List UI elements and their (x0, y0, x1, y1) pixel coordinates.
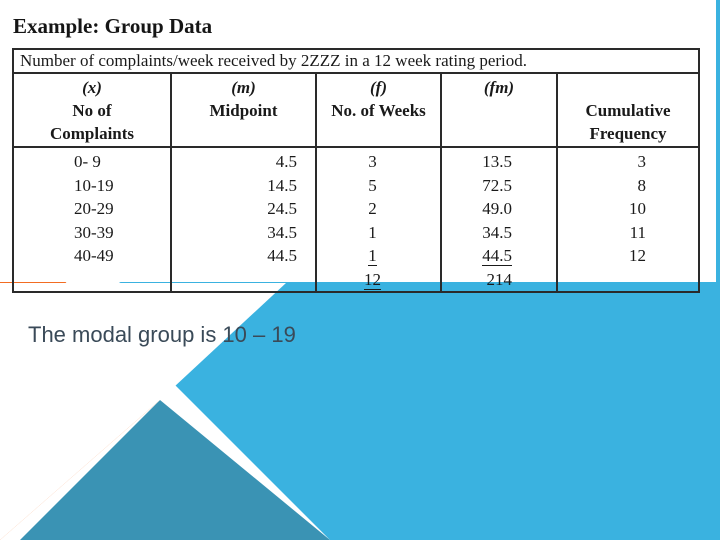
complaints-column: 0- 9 10-19 20-29 30-39 40-49 (12, 146, 172, 293)
table-cell: 34.5 (267, 222, 297, 242)
fm-total: 214 (486, 269, 513, 289)
fm-column: 13.5 72.5 49.0 34.5 44.5 214 (440, 146, 558, 293)
header-weeks: (f) No. of Weeks (315, 72, 442, 148)
table-caption: Number of complaints/week received by 2Z… (12, 48, 700, 74)
table-cell: 20-29 (74, 199, 114, 218)
table-cell: 4.5 (275, 152, 297, 171)
table-cell: 44.5 (267, 246, 297, 265)
table-header-row: (x) No of Complaints (m) Midpoint (f) No… (12, 72, 700, 148)
header-complaints: (x) No of Complaints (12, 72, 172, 148)
header-midpoint: (m) Midpoint (170, 72, 317, 148)
table-cell: 3 (637, 152, 647, 171)
midpoint-column: 4.5 14.5 24.5 34.5 44.5 (170, 146, 317, 293)
table-cell: 12 (629, 246, 646, 265)
group-data-table: Number of complaints/week received by 2Z… (12, 48, 700, 293)
table-body-row: 0- 9 10-19 20-29 30-39 40-49 4.5 14.5 24… (12, 146, 700, 293)
table-cell: 5 (368, 175, 377, 195)
cumulative-column: 3 8 10 11 12 (556, 146, 700, 293)
table-cell: 72.5 (482, 175, 512, 195)
header-fm: (fm) (440, 72, 558, 148)
table-caption-row: Number of complaints/week received by 2Z… (12, 48, 700, 74)
table-cell: 34.5 (482, 222, 512, 242)
table-cell: 2 (368, 199, 377, 218)
table-cell: 11 (629, 222, 646, 242)
table-cell: 44.5 (482, 246, 512, 266)
table-cell: 40-49 (74, 246, 114, 265)
table-cell: 14.5 (267, 175, 297, 195)
modal-group-statement: The modal group is 10 – 19 (28, 322, 296, 347)
table-cell: 1 (368, 246, 377, 266)
table-cell: 8 (637, 175, 647, 195)
table-cell: 24.5 (267, 199, 297, 218)
table-cell: 13.5 (482, 152, 512, 171)
table-cell: 3 (368, 152, 377, 171)
table-cell: 1 (368, 222, 377, 242)
table-cell: 10-19 (74, 175, 114, 195)
group-data-image: Example: Group Data Number of complaints… (12, 14, 700, 293)
weeks-column: 3 5 2 1 1 12 (315, 146, 442, 293)
table-cell: 49.0 (482, 199, 512, 218)
weeks-total: 12 (364, 269, 381, 290)
table-cell: 10 (629, 199, 646, 218)
table-cell: 0- 9 (74, 152, 101, 171)
header-cumulative-frequency: Cumulative Frequency (556, 72, 700, 148)
table-cell: 30-39 (74, 222, 114, 242)
example-title: Example: Group Data (13, 14, 213, 38)
